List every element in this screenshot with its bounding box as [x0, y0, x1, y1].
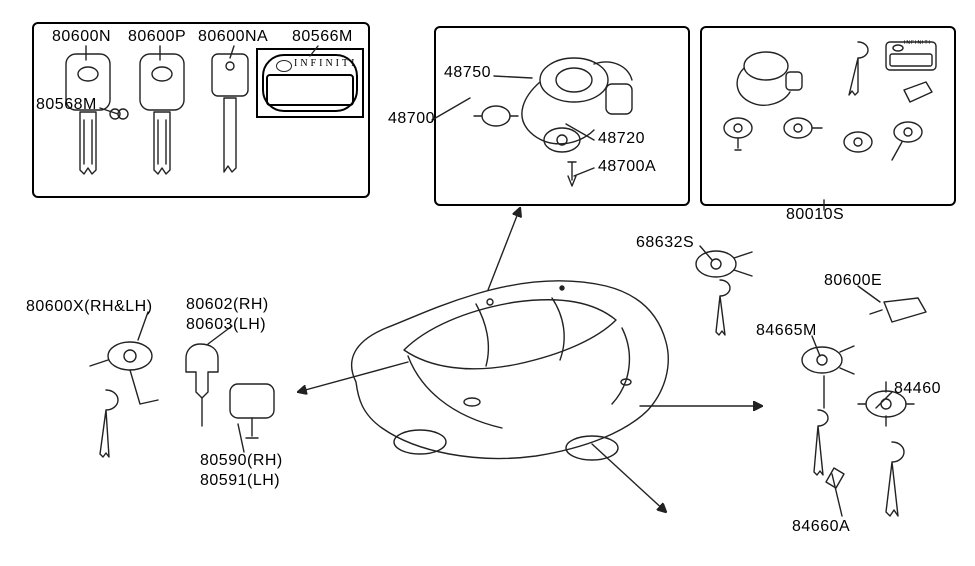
callout-80010S-read: 80010S	[786, 206, 844, 224]
callout-84665M: 84665M	[756, 322, 817, 340]
callout-80600NA: 80600NA	[198, 28, 268, 46]
callout-80603: 80603(LH)	[186, 316, 266, 334]
callout-80600P: 80600P	[128, 28, 186, 46]
callout-80600E: 80600E	[824, 272, 882, 290]
parts-diagram: { "meta": { "type": "exploded-parts-diag…	[0, 0, 975, 566]
callout-80590: 80590(RH)	[200, 452, 283, 470]
callout-80568M: 80568M	[36, 96, 97, 114]
callout-80566M: 80566M	[292, 28, 353, 46]
callout-80600N: 80600N	[52, 28, 111, 46]
callout-48700: 48700	[388, 110, 435, 128]
callout-48720: 48720	[598, 130, 645, 148]
callout-80591: 80591(LH)	[200, 472, 280, 490]
callout-80602: 80602(RH)	[186, 296, 269, 314]
callout-84460: 84460	[894, 380, 941, 398]
callout-84660A: 84660A	[792, 518, 850, 536]
callout-68632S: 68632S	[636, 234, 694, 252]
callout-48700A: 48700A	[598, 158, 656, 176]
callout-80600X: 80600X(RH&LH)	[26, 298, 153, 316]
callout-48750: 48750	[444, 64, 491, 82]
